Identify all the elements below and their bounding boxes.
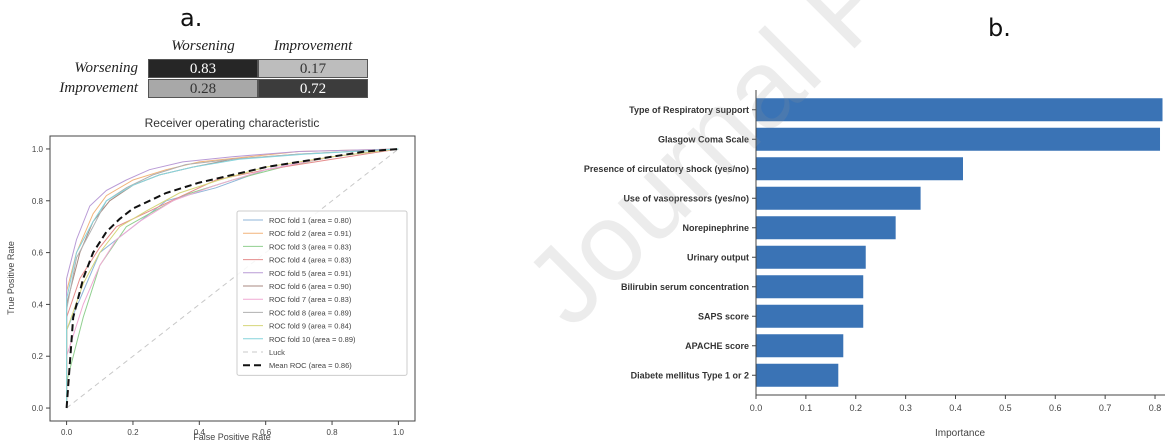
cm-row-label-worsening: Worsening — [74, 60, 138, 76]
cm-cell: 0.28 — [148, 79, 258, 98]
roc-legend-label: ROC fold 4 (area = 0.83) — [269, 256, 352, 265]
roc-x-tick-label: 0.8 — [326, 428, 338, 437]
importance-category-label: Urinary output — [687, 252, 749, 262]
roc-legend-label: Luck — [269, 348, 285, 357]
importance-category-label: SAPS score — [698, 311, 749, 321]
roc-y-tick-label: 0.2 — [32, 352, 44, 361]
roc-legend-label: ROC fold 2 (area = 0.91) — [269, 229, 352, 238]
imp-x-tick-label: 0.3 — [899, 403, 912, 413]
roc-legend-box — [236, 210, 408, 376]
importance-bar — [756, 334, 844, 358]
cm-row-label-improvement: Improvement — [59, 80, 138, 96]
imp-x-axis-label: Importance — [935, 428, 985, 439]
importance-bar — [756, 186, 921, 210]
importance-category-label: APACHE score — [685, 341, 749, 351]
importance-bar — [756, 157, 963, 181]
imp-x-tick-label: 0.7 — [1099, 403, 1112, 413]
roc-y-tick-label: 0.4 — [32, 300, 44, 309]
imp-x-tick-label: 0.2 — [849, 403, 862, 413]
importance-bar — [756, 98, 1163, 122]
roc-title: Receiver operating characteristic — [145, 116, 320, 130]
roc-legend-label: ROC fold 5 (area = 0.91) — [269, 269, 352, 278]
roc-legend-label: ROC fold 9 (area = 0.84) — [269, 322, 352, 331]
imp-x-tick-label: 0.6 — [1049, 403, 1062, 413]
roc-y-tick-label: 0.8 — [32, 197, 44, 206]
importance-bar — [756, 275, 864, 299]
imp-x-tick-label: 0.0 — [750, 403, 763, 413]
cm-cell: 0.17 — [258, 59, 368, 78]
importance-category-label: Bilirubin serum concentration — [621, 282, 749, 292]
roc-legend: ROC fold 1 (area = 0.80) ROC fold 2 (area… — [236, 210, 408, 376]
roc-series-line — [66, 148, 399, 408]
importance-category-label: Type of Respiratory support — [629, 105, 749, 115]
importance-category-label: Presence of circulatory shock (yes/no) — [584, 164, 749, 174]
roc-series-line — [66, 148, 399, 408]
importance-bar — [756, 127, 1161, 151]
roc-legend-label: ROC fold 8 (area = 0.89) — [269, 308, 352, 317]
roc-series-line — [66, 148, 399, 408]
importance-bar — [756, 304, 864, 328]
roc-legend-label: ROC fold 1 (area = 0.80) — [269, 216, 352, 225]
imp-x-tick-label: 0.8 — [1149, 403, 1162, 413]
roc-x-tick-label: 1.0 — [393, 428, 405, 437]
importance-chart: Type of Respiratory support Glasgow Coma … — [584, 90, 1165, 439]
panel-label-b: b. — [988, 14, 1011, 42]
roc-legend-label: ROC fold 6 (area = 0.90) — [269, 282, 352, 291]
roc-series-line — [66, 148, 399, 409]
roc-y-axis-label: True Positive Rate — [6, 241, 16, 315]
roc-y-tick-label: 1.0 — [32, 145, 44, 154]
roc-legend-label: ROC fold 10 (area = 0.89) — [269, 335, 356, 344]
roc-legend-label: ROC fold 3 (area = 0.83) — [269, 242, 352, 251]
importance-category-label: Use of vasopressors (yes/no) — [623, 193, 749, 203]
roc-y-tick-label: 0.0 — [32, 404, 44, 413]
imp-x-tick-label: 0.1 — [800, 403, 813, 413]
roc-x-axis-label: False Positive Rate — [193, 432, 271, 441]
roc-series-line — [66, 148, 399, 408]
importance-bar — [756, 216, 896, 240]
cm-cell: 0.83 — [148, 59, 258, 78]
panel-label-a: a. — [180, 4, 203, 32]
importance-category-label: Diabete mellitus Type 1 or 2 — [631, 370, 749, 380]
cm-cell: 0.72 — [258, 79, 368, 98]
roc-y-tick-label: 0.6 — [32, 249, 44, 258]
roc-legend-label: ROC fold 7 (area = 0.83) — [269, 295, 352, 304]
imp-x-tick-label: 0.5 — [999, 403, 1012, 413]
roc-series-line — [66, 148, 399, 408]
roc-plot-frame — [49, 135, 416, 422]
importance-bar — [756, 245, 866, 269]
roc-x-tick-label: 0.4 — [194, 428, 206, 437]
importance-bar — [756, 363, 839, 387]
roc-x-tick-label: 0.6 — [260, 428, 272, 437]
roc-series-line — [65, 148, 399, 409]
cm-col-label-improvement: Improvement — [273, 38, 353, 54]
importance-category-label: Glasgow Coma Scale — [658, 134, 749, 144]
roc-series-line — [66, 148, 399, 408]
roc-chart: Receiver operating characteristic 0.0 0.2… — [6, 116, 416, 441]
roc-x-tick-label: 0.2 — [127, 428, 139, 437]
roc-legend-label: Mean ROC (area = 0.86) — [269, 361, 352, 370]
cm-col-label-worsening: Worsening — [171, 38, 235, 54]
roc-x-tick-label: 0.0 — [61, 428, 73, 437]
imp-x-tick-label: 0.4 — [949, 403, 962, 413]
importance-category-label: Norepinephrine — [682, 223, 749, 233]
